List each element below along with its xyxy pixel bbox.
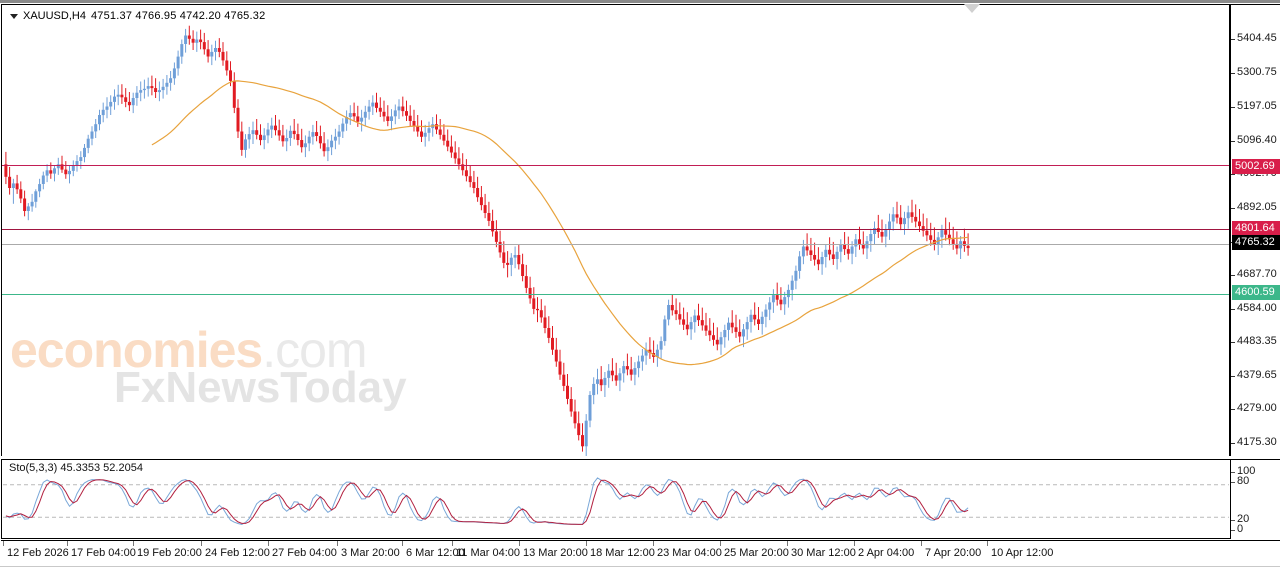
time-label: 19 Feb 20:00 bbox=[137, 547, 202, 559]
symbol-header: XAUUSD,H4 4751.37 4766.95 4742.20 4765.3… bbox=[10, 10, 265, 22]
time-tick bbox=[402, 541, 403, 546]
hline-4600-59 bbox=[2, 294, 1229, 295]
stochastic-label: Sto(5,3,3) 45.3353 52.2054 bbox=[9, 462, 143, 474]
time-label: 25 Mar 20:00 bbox=[724, 547, 789, 559]
time-label: 10 Apr 12:00 bbox=[991, 547, 1054, 559]
time-tick bbox=[787, 541, 788, 546]
support-badge[interactable]: 4600.59 bbox=[1232, 285, 1280, 300]
time-tick bbox=[921, 541, 922, 546]
time-tick bbox=[3, 541, 4, 546]
time-label: 6 Mar 12:00 bbox=[406, 547, 465, 559]
time-label: 2 Apr 04:00 bbox=[858, 547, 915, 559]
time-label: 30 Mar 12:00 bbox=[791, 547, 856, 559]
time-label: 17 Feb 04:00 bbox=[71, 547, 136, 559]
resistance-badge[interactable]: 5002.69 bbox=[1232, 159, 1280, 174]
time-label: 24 Feb 12:00 bbox=[205, 547, 270, 559]
price-pane[interactable]: XAUUSD,H4 4751.37 4766.95 4742.20 4765.3… bbox=[1, 4, 1230, 456]
time-label: 11 Mar 04:00 bbox=[456, 547, 521, 559]
time-tick bbox=[133, 541, 134, 546]
time-label: 7 Apr 20:00 bbox=[925, 547, 982, 559]
time-tick bbox=[67, 541, 68, 546]
time-tick bbox=[586, 541, 587, 546]
time-label: 18 Mar 12:00 bbox=[590, 547, 655, 559]
price-svg bbox=[4, 25, 970, 456]
time-label: 12 Feb 2026 bbox=[7, 547, 69, 559]
time-label: 27 Feb 04:00 bbox=[272, 547, 337, 559]
time-label: 23 Mar 04:00 bbox=[657, 547, 722, 559]
time-tick bbox=[987, 541, 988, 546]
time-tick bbox=[452, 541, 453, 546]
time-axis[interactable]: 12 Feb 2026 17 Feb 04:00 19 Feb 20:00 24 Fe… bbox=[1, 540, 1280, 566]
time-label: 3 Mar 20:00 bbox=[341, 547, 400, 559]
hline-4765-32 bbox=[2, 244, 1229, 245]
time-tick bbox=[720, 541, 721, 546]
current-price-badge[interactable]: 4765.32 bbox=[1232, 235, 1280, 250]
time-tick bbox=[268, 541, 269, 546]
time-tick bbox=[653, 541, 654, 546]
time-tick bbox=[854, 541, 855, 546]
hline-5002-69 bbox=[2, 165, 1229, 166]
stochastic-svg bbox=[3, 477, 1229, 526]
ohlc-values: 4751.37 4766.95 4742.20 4765.32 bbox=[90, 10, 266, 22]
stochastic-pane[interactable]: Sto(5,3,3) 45.3353 52.2054 bbox=[1, 459, 1230, 539]
time-tick bbox=[519, 541, 520, 546]
resistance-badge-2[interactable]: 4801.64 bbox=[1232, 221, 1280, 236]
candlestick-plot[interactable] bbox=[2, 5, 1229, 456]
time-tick bbox=[201, 541, 202, 546]
hline-4801-64 bbox=[2, 229, 1229, 230]
price-axis[interactable]: 5404.455300.755197.055096.404992.704892.… bbox=[1230, 4, 1280, 456]
time-label: 13 Mar 20:00 bbox=[523, 547, 588, 559]
triangle-down-icon[interactable] bbox=[10, 13, 18, 19]
stochastic-axis: 100 80 20 0 bbox=[1230, 459, 1280, 539]
time-tick bbox=[337, 541, 338, 546]
symbol-timeframe-label: XAUUSD,H4 bbox=[23, 10, 86, 22]
top-chevron-marker-icon bbox=[964, 4, 980, 13]
